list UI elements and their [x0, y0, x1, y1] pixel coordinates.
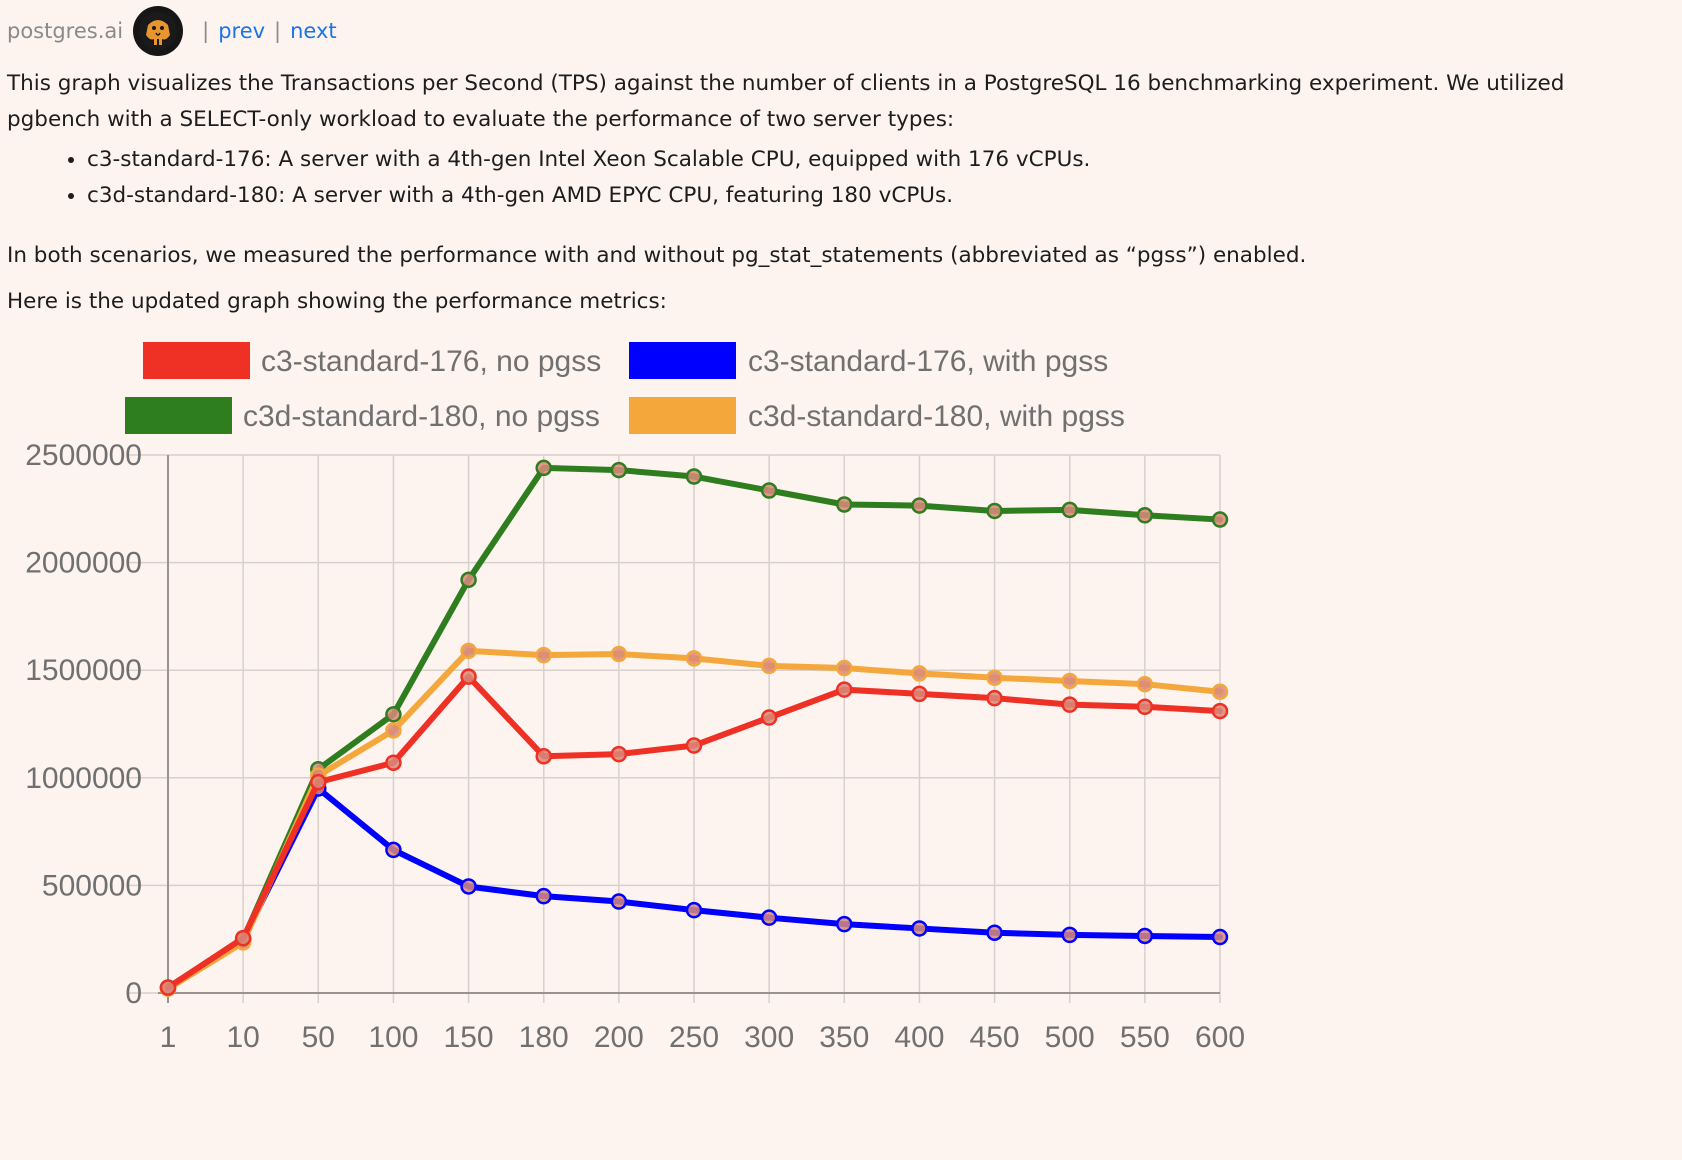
data-point	[685, 737, 703, 754]
x-tick-label: 300	[744, 1021, 794, 1054]
data-point	[460, 571, 477, 589]
site-name-link[interactable]: postgres.ai	[7, 19, 124, 43]
y-tick-label: 2500000	[25, 439, 142, 472]
data-point	[385, 706, 402, 723]
data-point	[1211, 702, 1229, 720]
legend-swatch	[143, 342, 250, 379]
data-point	[836, 915, 853, 933]
data-point	[1136, 698, 1154, 716]
x-tick-label: 150	[444, 1021, 494, 1054]
y-tick-label: 1500000	[25, 654, 142, 687]
prev-link[interactable]: prev	[218, 19, 266, 43]
data-point	[1061, 696, 1078, 713]
top-nav: postgres.ai | prev | next	[7, 0, 1682, 62]
data-point	[159, 979, 177, 996]
elephant-logo-svg	[139, 12, 178, 50]
data-point	[460, 878, 477, 895]
data-point	[460, 642, 477, 660]
data-point	[535, 459, 552, 477]
article-body: This graph visualizes the Transactions p…	[7, 66, 1682, 320]
data-point	[685, 650, 703, 667]
next-link[interactable]: next	[290, 19, 337, 43]
data-point	[385, 754, 402, 771]
tps-chart-svg: c3-standard-176, no pgss c3-standard-176,…	[25, 342, 1245, 1054]
data-point	[986, 502, 1003, 520]
data-point	[760, 909, 778, 926]
x-tick-label: 450	[970, 1021, 1020, 1054]
data-point	[1061, 672, 1078, 690]
y-tick-label: 1000000	[25, 762, 142, 795]
data-point	[385, 722, 402, 739]
legend-label: c3d-standard-180, with pgss	[748, 400, 1125, 433]
data-point	[760, 657, 778, 675]
x-tick-label: 200	[594, 1021, 644, 1054]
data-point	[836, 496, 853, 513]
server-list: c3-standard-176: A server with a 4th-gen…	[7, 142, 1682, 214]
data-point	[911, 685, 928, 703]
data-point	[535, 646, 552, 664]
separator: |	[274, 19, 282, 43]
pgss-paragraph: In both scenarios, we measured the perfo…	[7, 243, 1307, 268]
data-point	[1211, 683, 1229, 700]
x-tick-label: 550	[1120, 1021, 1170, 1054]
elephant-logo-icon[interactable]	[133, 6, 184, 56]
data-point	[836, 681, 853, 698]
data-point	[1211, 511, 1229, 528]
data-point	[460, 668, 477, 685]
data-point	[1061, 501, 1078, 519]
legend-swatch	[125, 397, 232, 434]
separator: |	[202, 19, 210, 43]
x-tick-label: 1	[160, 1021, 177, 1054]
data-point	[1211, 928, 1229, 946]
data-point	[610, 893, 628, 910]
data-point	[1136, 675, 1154, 693]
intro-paragraph: This graph visualizes the Transactions p…	[7, 71, 1565, 132]
data-point	[986, 924, 1003, 941]
data-point	[685, 901, 703, 919]
list-item: c3-standard-176: A server with a 4th-gen…	[87, 142, 1682, 178]
x-tick-label: 350	[819, 1021, 869, 1054]
data-point	[911, 920, 928, 937]
legend-label: c3-standard-176, with pgss	[748, 345, 1108, 378]
y-tick-label: 0	[125, 977, 142, 1010]
x-tick-label: 100	[368, 1021, 418, 1054]
legend-swatch	[629, 342, 736, 379]
data-point	[310, 773, 327, 791]
data-point	[1136, 927, 1154, 945]
legend-label: c3d-standard-180, no pgss	[243, 400, 600, 433]
data-point	[385, 841, 402, 859]
data-point	[986, 689, 1003, 707]
list-item: c3d-standard-180: A server with a 4th-ge…	[87, 178, 1682, 214]
data-point	[685, 468, 703, 485]
x-tick-label: 50	[302, 1021, 335, 1054]
data-point	[986, 669, 1003, 686]
y-tick-label: 500000	[42, 869, 142, 902]
x-tick-label: 10	[226, 1021, 259, 1054]
data-point	[760, 709, 778, 726]
data-point	[535, 748, 552, 765]
data-point	[911, 665, 928, 682]
data-point	[911, 497, 928, 514]
y-tick-label: 2000000	[25, 547, 142, 580]
x-tick-label: 250	[669, 1021, 719, 1054]
x-tick-label: 600	[1195, 1021, 1245, 1054]
data-point	[760, 482, 778, 499]
legend-swatch	[629, 397, 736, 434]
data-point	[610, 461, 628, 479]
data-point	[610, 645, 628, 663]
data-point	[1136, 507, 1154, 524]
data-point	[610, 745, 628, 763]
data-point	[535, 887, 552, 905]
legend-label: c3-standard-176, no pgss	[261, 345, 601, 378]
x-tick-label: 500	[1045, 1021, 1095, 1054]
data-point	[836, 659, 853, 677]
data-point	[1061, 926, 1078, 944]
tps-chart: c3-standard-176, no pgss c3-standard-176,…	[0, 340, 1400, 1156]
graph-intro-paragraph: Here is the updated graph showing the pe…	[7, 289, 667, 314]
x-tick-label: 400	[894, 1021, 944, 1054]
data-point	[234, 929, 252, 947]
x-tick-label: 180	[519, 1021, 569, 1054]
